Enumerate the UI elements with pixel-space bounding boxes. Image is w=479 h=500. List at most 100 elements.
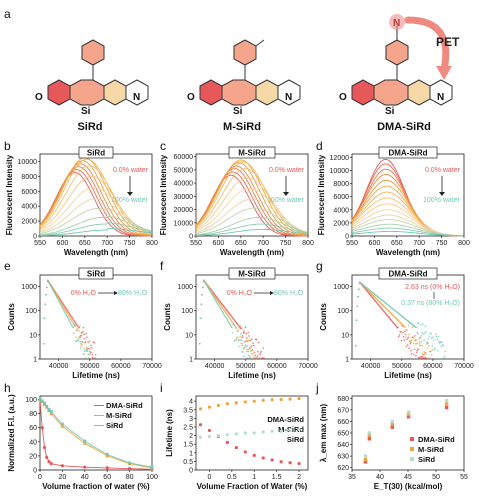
spectrum-line bbox=[39, 215, 152, 236]
decay-point bbox=[61, 306, 63, 309]
decay-point bbox=[207, 286, 209, 289]
series-point bbox=[38, 398, 42, 402]
decay-point bbox=[237, 328, 239, 331]
amine-ring bbox=[429, 79, 453, 106]
decay-point bbox=[61, 303, 63, 306]
y-tick-label: 0 bbox=[189, 234, 193, 241]
decay-point bbox=[433, 348, 436, 351]
decay-point bbox=[64, 309, 67, 312]
decay-point bbox=[94, 354, 97, 356]
series-point bbox=[261, 456, 265, 460]
decay-point bbox=[244, 326, 247, 328]
decay-point bbox=[239, 336, 241, 338]
decay-point bbox=[424, 332, 426, 334]
decay-point bbox=[259, 353, 261, 356]
decay-point bbox=[88, 353, 91, 356]
plot-frame bbox=[195, 395, 309, 471]
series-point bbox=[60, 422, 64, 426]
decay-point bbox=[75, 336, 77, 338]
decay-point bbox=[203, 280, 206, 283]
donor-amine-highlight bbox=[389, 14, 405, 30]
x-tick-label: 40000 bbox=[361, 363, 381, 370]
x-tick-label: 800 bbox=[458, 240, 470, 247]
decay-point bbox=[64, 312, 67, 315]
decay-point bbox=[48, 282, 50, 284]
spectrum-line bbox=[39, 163, 152, 237]
y-tick-label: 10000 bbox=[18, 159, 38, 166]
y-tick-label: 3 bbox=[189, 416, 193, 423]
decay-point bbox=[249, 348, 252, 350]
series-point bbox=[279, 397, 283, 402]
legend-label: DMA-SiRd bbox=[106, 401, 143, 410]
decay-point bbox=[55, 294, 57, 297]
series-point bbox=[297, 396, 301, 401]
y-tick-label: 1 bbox=[189, 357, 193, 364]
decay-point bbox=[74, 324, 76, 326]
center-ring bbox=[373, 79, 409, 106]
decay-point bbox=[76, 328, 79, 330]
decay-point bbox=[221, 310, 224, 313]
decay-point bbox=[67, 314, 70, 316]
x-axis-label: E_T(30) (kcal/mol) bbox=[374, 482, 443, 491]
decay-point bbox=[358, 288, 360, 291]
decay-point bbox=[417, 332, 419, 335]
decay-point bbox=[218, 306, 221, 308]
decay-point bbox=[247, 348, 250, 351]
left-ring bbox=[199, 79, 223, 106]
decay-point bbox=[212, 295, 215, 298]
spectrum-line bbox=[195, 162, 308, 236]
decay-point bbox=[243, 355, 245, 358]
y-tick-label: 10000 bbox=[330, 168, 350, 175]
x-axis-label: Wavelength (nm) bbox=[376, 248, 440, 257]
legend-swatch bbox=[410, 447, 414, 451]
decay-point bbox=[416, 349, 419, 352]
series-point bbox=[363, 454, 368, 458]
y-tick-label: 0 bbox=[33, 234, 37, 241]
x-tick-label: 60 bbox=[103, 474, 111, 481]
chart-f: 40000 50000 60000 70000 1 10 100 1000 Lifetime (… bbox=[163, 267, 318, 380]
decay-point bbox=[234, 339, 237, 341]
y-tick-label: 0 bbox=[33, 468, 37, 475]
decay-point bbox=[231, 332, 234, 334]
decay-point bbox=[415, 339, 418, 341]
decay-point bbox=[251, 349, 254, 351]
spectrum-line bbox=[40, 228, 152, 237]
decay-point bbox=[72, 332, 75, 334]
decay-point bbox=[91, 356, 94, 358]
y-tick-label: 10000 bbox=[174, 220, 194, 227]
atom-oxygen: O bbox=[35, 92, 43, 103]
decay-point bbox=[226, 319, 229, 322]
decay-point bbox=[426, 347, 429, 349]
decay-point bbox=[64, 311, 66, 314]
panel-label-e: e bbox=[4, 259, 11, 273]
decay-point bbox=[210, 292, 213, 294]
decay-point bbox=[229, 324, 232, 327]
series-point bbox=[270, 458, 274, 462]
series-point bbox=[252, 431, 256, 435]
series-point bbox=[270, 398, 274, 402]
decay-point bbox=[415, 351, 418, 354]
atom-silicon: Si bbox=[385, 106, 395, 117]
decay-point bbox=[224, 316, 227, 319]
decay-point bbox=[209, 291, 212, 293]
y-tick-label: 50000 bbox=[174, 167, 194, 174]
decay-point bbox=[355, 319, 358, 321]
decay-point bbox=[245, 345, 248, 347]
spectrum-line bbox=[39, 207, 152, 235]
spectrum-line bbox=[39, 157, 152, 236]
decay-point bbox=[440, 345, 443, 348]
decay-point bbox=[49, 283, 51, 286]
decay-point bbox=[211, 294, 214, 297]
annotation-top: 0.0% water bbox=[113, 167, 149, 174]
decay-point bbox=[70, 324, 73, 327]
atom-oxygen: O bbox=[339, 92, 347, 103]
decay-point bbox=[216, 302, 219, 305]
y-tick-label: 1 bbox=[33, 357, 37, 364]
decay-point bbox=[248, 339, 250, 342]
decay-point bbox=[65, 310, 68, 313]
decay-point bbox=[441, 341, 443, 343]
y-axis-label: Counts bbox=[319, 303, 328, 331]
series-point bbox=[363, 460, 368, 464]
panel-title: SiRd bbox=[87, 149, 105, 158]
decay-point bbox=[237, 339, 240, 341]
